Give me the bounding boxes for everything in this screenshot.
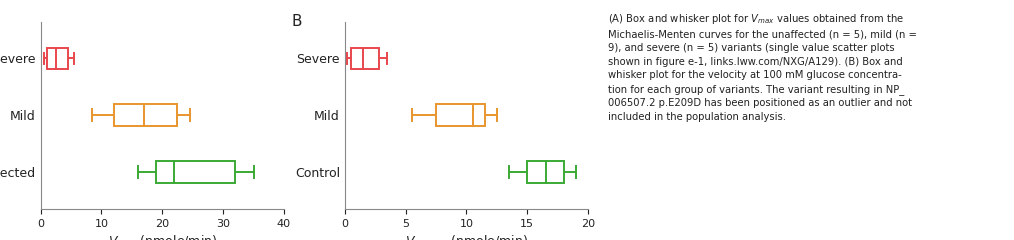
FancyBboxPatch shape [114, 104, 177, 126]
X-axis label: $V_{max}$ (nmole/min): $V_{max}$ (nmole/min) [107, 234, 217, 240]
FancyBboxPatch shape [156, 161, 235, 183]
FancyBboxPatch shape [351, 48, 379, 69]
FancyBboxPatch shape [527, 161, 564, 183]
FancyBboxPatch shape [436, 104, 485, 126]
X-axis label: $V_{100mM}$ (nmole/min): $V_{100mM}$ (nmole/min) [405, 234, 528, 240]
Text: (A) Box and whisker plot for $V_{max}$ values obtained from the
Michaelis-Menten: (A) Box and whisker plot for $V_{max}$ v… [608, 12, 918, 122]
Text: B: B [291, 14, 302, 29]
FancyBboxPatch shape [47, 48, 68, 69]
